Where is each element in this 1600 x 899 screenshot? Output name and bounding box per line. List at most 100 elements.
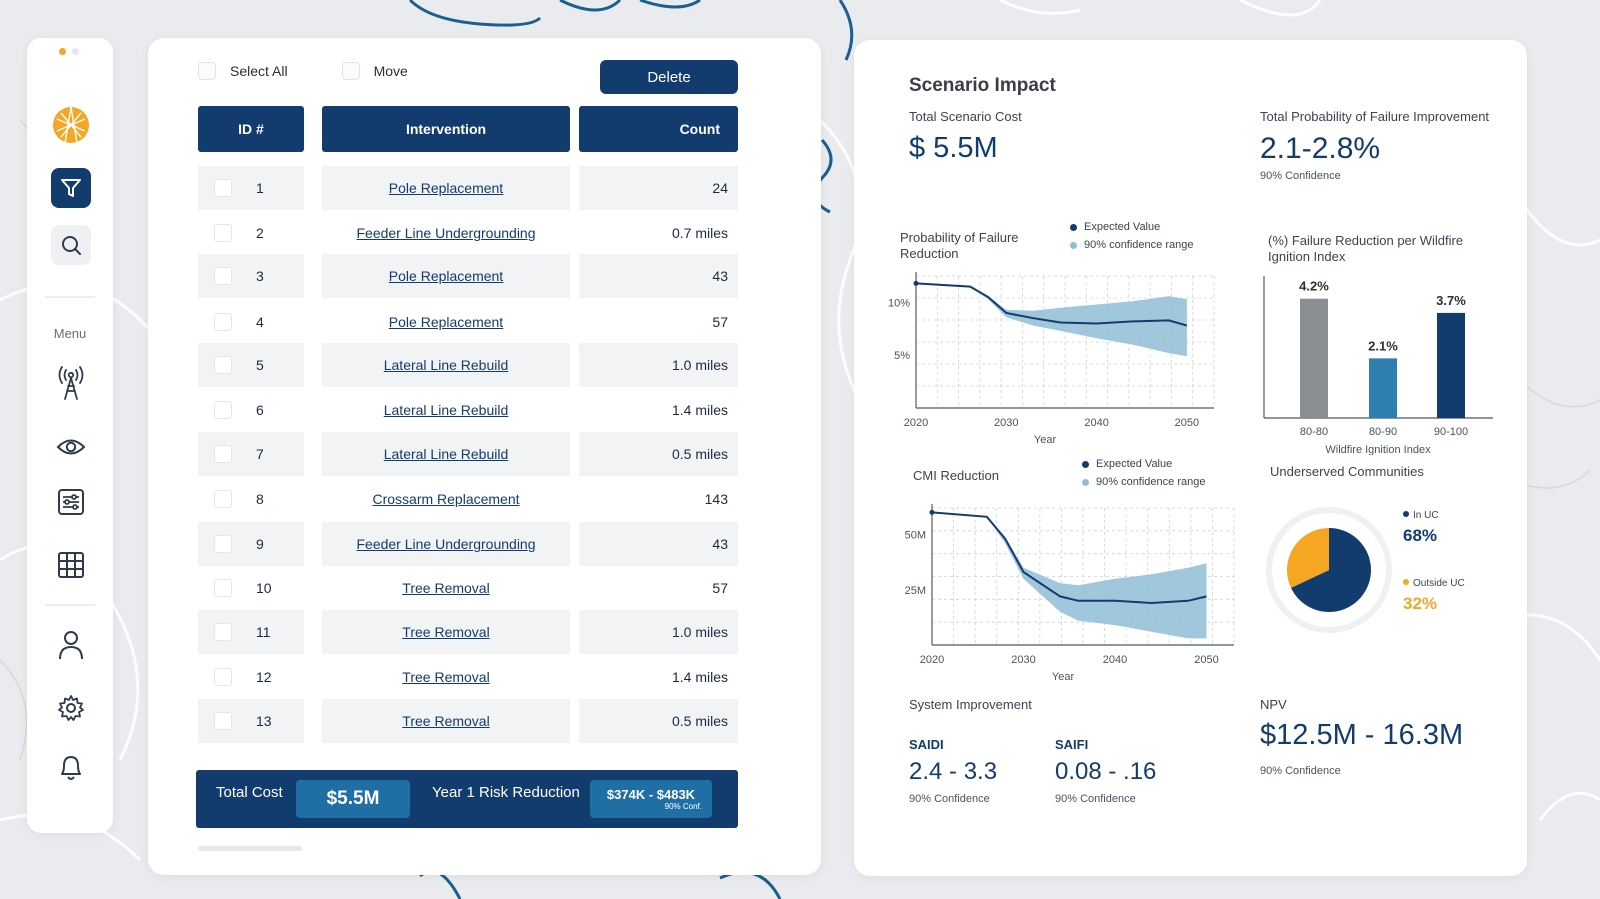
table-row[interactable]: 6 Lateral Line Rebuild 1.4 miles (198, 388, 738, 432)
underserved-pie-chart: In UC 68% Outside UC 32% (1266, 507, 1465, 633)
intervention-link[interactable]: Tree Removal (402, 624, 490, 640)
legend-label: 90% confidence range (1084, 239, 1194, 251)
row-checkbox[interactable] (214, 224, 232, 242)
intervention-link[interactable]: Lateral Line Rebuild (383, 446, 509, 462)
y-tick-label: 10% (888, 297, 910, 309)
table-row[interactable]: 7 Lateral Line Rebuild 0.5 miles (198, 432, 738, 476)
legend-label: Expected Value (1084, 221, 1161, 233)
npv-value: $12.5M - 16.3M (1260, 719, 1464, 751)
row-checkbox[interactable] (214, 579, 232, 597)
logo-globe-icon[interactable] (51, 105, 91, 145)
x-tick-label: 2020 (904, 417, 928, 429)
column-header-id[interactable]: ID # (198, 106, 304, 152)
scenario-impact-panel: Scenario Impact Total Scenario Cost $ 5.… (854, 40, 1527, 876)
pie-value-label: 32% (1403, 594, 1437, 613)
row-checkbox[interactable] (214, 623, 232, 641)
row-checkbox[interactable] (214, 535, 232, 553)
horizontal-scrollbar[interactable] (198, 846, 302, 851)
cmi-legend: Expected Value 90% confidence range (1082, 458, 1205, 488)
table-row[interactable]: 8 Crossarm Replacement 143 (198, 477, 738, 521)
column-header-count[interactable]: Count (579, 106, 738, 152)
table-row[interactable]: 1 Pole Replacement 24 (198, 166, 738, 210)
intervention-link[interactable]: Tree Removal (402, 580, 490, 596)
intervention-link[interactable]: Lateral Line Rebuild (383, 402, 509, 418)
pof-improvement-label: Total Probability of Failure Improvement (1260, 109, 1490, 124)
intervention-cell: Pole Replacement (322, 166, 570, 210)
intervention-link[interactable]: Feeder Line Undergrounding (356, 225, 536, 241)
id-cell: 7 (198, 432, 304, 476)
row-checkbox[interactable] (214, 490, 232, 508)
row-id: 4 (256, 314, 264, 330)
network-button[interactable] (51, 363, 91, 403)
saidi-value: 2.4 - 3.3 (909, 758, 998, 785)
column-header-intervention[interactable]: Intervention (322, 106, 570, 152)
intervention-cell: Tree Removal (322, 610, 570, 654)
row-checkbox[interactable] (214, 401, 232, 419)
delete-button[interactable]: Delete (600, 60, 738, 94)
table-row[interactable]: 12 Tree Removal 1.4 miles (198, 655, 738, 699)
risk-reduction-confidence: 90% Conf. (664, 802, 702, 811)
id-cell: 13 (198, 699, 304, 743)
id-cell: 3 (198, 254, 304, 298)
search-button[interactable] (51, 225, 91, 265)
notifications-button[interactable] (51, 747, 91, 787)
sidebar-divider (45, 604, 95, 606)
menu-label: Menu (53, 326, 87, 341)
intervention-cell: Lateral Line Rebuild (322, 343, 570, 387)
table-row[interactable]: 4 Pole Replacement 57 (198, 300, 738, 344)
total-cost-label: Total Scenario Cost (909, 109, 1022, 124)
pie-slice (1291, 528, 1372, 612)
table-row[interactable]: 13 Tree Removal 0.5 miles (198, 699, 738, 743)
intervention-link[interactable]: Pole Replacement (388, 268, 504, 284)
select-all-checkbox[interactable] (198, 62, 216, 80)
filter-button[interactable] (51, 168, 91, 208)
row-checkbox[interactable] (214, 445, 232, 463)
row-checkbox[interactable] (214, 712, 232, 730)
x-tick-label: 2050 (1175, 417, 1199, 429)
intervention-link[interactable]: Feeder Line Undergrounding (356, 536, 536, 552)
bell-icon (61, 756, 81, 780)
row-checkbox[interactable] (214, 356, 232, 374)
count-cell: 57 (712, 314, 728, 330)
table-row[interactable]: 3 Pole Replacement 43 (198, 254, 738, 298)
count-cell: 1.0 miles (579, 343, 738, 387)
row-id: 9 (256, 536, 264, 552)
row-checkbox[interactable] (214, 267, 232, 285)
intervention-link[interactable]: Tree Removal (402, 713, 490, 729)
row-checkbox[interactable] (214, 179, 232, 197)
intervention-link[interactable]: Tree Removal (402, 669, 490, 685)
view-button[interactable] (51, 427, 91, 467)
table-row[interactable]: 5 Lateral Line Rebuild 1.0 miles (198, 343, 738, 387)
row-checkbox[interactable] (214, 668, 232, 686)
intervention-link[interactable]: Crossarm Replacement (372, 491, 520, 507)
pof-legend: Expected Value 90% confidence range (1070, 221, 1193, 251)
total-cost-value: $ 5.5M (909, 132, 998, 164)
table-row[interactable]: 9 Feeder Line Undergrounding 43 (198, 522, 738, 566)
settings-button[interactable] (51, 688, 91, 728)
intervention-cell: Feeder Line Undergrounding (322, 522, 570, 566)
bar (1369, 358, 1397, 418)
move-checkbox[interactable] (341, 62, 360, 80)
cmi-legend-expected: Expected Value (1082, 458, 1205, 470)
row-checkbox[interactable] (214, 313, 232, 331)
settings-sliders-button[interactable] (51, 482, 91, 522)
select-all-label: Select All (230, 63, 288, 79)
risk-reduction-value: $374K - $483K 90% Conf. (590, 780, 712, 818)
row-id: 8 (256, 491, 264, 507)
eye-icon (56, 439, 86, 455)
table-row[interactable]: 10 Tree Removal 57 (198, 566, 738, 610)
intervention-cell: Feeder Line Undergrounding (322, 211, 570, 255)
count-cell: 1.0 miles (579, 610, 738, 654)
count-cell: 43 (579, 522, 738, 566)
count-cell: 143 (704, 491, 728, 507)
table-view-button[interactable] (51, 545, 91, 585)
profile-button[interactable] (51, 625, 91, 665)
intervention-link[interactable]: Pole Replacement (388, 180, 504, 196)
table-row[interactable]: 2 Feeder Line Undergrounding 0.7 miles (198, 211, 738, 255)
table-row[interactable]: 11 Tree Removal 1.0 miles (198, 610, 738, 654)
intervention-link[interactable]: Lateral Line Rebuild (383, 357, 509, 373)
legend-label: 90% confidence range (1096, 476, 1206, 488)
intervention-link[interactable]: Pole Replacement (388, 314, 504, 330)
id-cell: 9 (198, 522, 304, 566)
